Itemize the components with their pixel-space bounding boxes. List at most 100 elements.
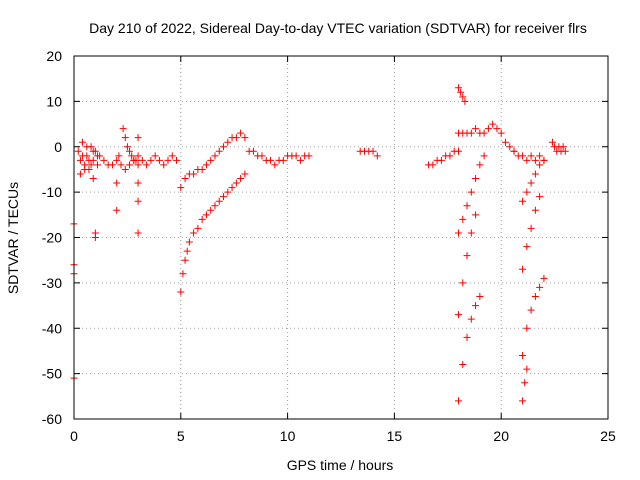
data-point [177,288,185,296]
series-steep-18h-a [454,152,488,237]
data-point [373,152,381,160]
data-point [132,156,140,164]
series-arc-2.3h [119,125,142,169]
series-high-18h [454,84,469,105]
data-point [523,243,531,251]
data-point [241,134,249,142]
x-tick-label: 25 [600,428,616,444]
data-point [232,134,240,142]
data-point [519,265,527,273]
data-point [108,161,116,169]
data-point [198,165,206,173]
data-point [76,156,84,164]
data-point [510,147,518,155]
x-tick-label: 15 [387,428,403,444]
x-tick-label: 5 [177,428,185,444]
data-point [91,234,99,241]
data-point [220,193,228,201]
data-point [561,147,569,155]
data-point [113,206,121,214]
data-point [220,143,228,151]
series-arc-17h [425,147,462,169]
data-point [480,129,488,137]
data-point [126,161,134,169]
data-point [467,315,475,323]
data-point [237,175,245,183]
data-point [527,152,535,160]
data-point [76,170,84,178]
data-point [190,170,198,178]
data-point [123,143,131,151]
data-point [179,270,187,278]
data-point [198,215,206,223]
data-point [429,161,437,169]
data-point [113,179,121,187]
data-point [183,247,191,255]
series-blob-14h [356,147,381,160]
data-point [119,125,127,133]
y-tick-label: -60 [42,411,62,427]
data-point [454,147,462,155]
data-point [463,252,471,260]
series-cluster-22.5h [548,138,569,155]
data-point [134,229,142,237]
series-steep-18h-c [454,292,484,405]
data-point [194,224,202,232]
data-point [121,165,129,173]
data-point [181,256,189,264]
data-point [454,84,462,92]
data-point [467,229,475,237]
data-point [155,156,163,164]
data-point [519,397,527,405]
data-point [548,138,556,146]
data-point [531,156,539,164]
series-cluster-early-b [100,152,181,173]
data-point [134,197,142,205]
data-point [501,138,509,146]
data-point [459,279,467,287]
series-steep-5h [177,170,249,296]
data-point [476,161,484,169]
data-point [527,306,535,314]
data-point [540,156,548,164]
data-point [467,129,475,137]
data-point [527,179,535,187]
y-tick-labels: -60 -50 -40 -30 -20 -10 0 10 20 [42,48,62,427]
data-point [207,206,215,214]
series-steep-21h-a [519,156,548,205]
chart-title: Day 210 of 2022, Sidereal Day-to-day VTE… [89,20,587,36]
data-point [138,156,146,164]
data-point [437,156,445,164]
data-point [559,143,567,151]
data-point [147,156,155,164]
data-point [241,170,249,178]
data-point [100,156,108,164]
data-point [211,202,219,210]
data-point [472,302,480,310]
data-point [463,333,471,341]
series-arc-18-20h [454,120,518,155]
data-point [457,88,465,96]
data-point [536,161,544,169]
data-point [531,170,539,178]
data-point [151,152,159,160]
data-point [521,379,529,387]
data-point [143,161,151,169]
data-point [523,156,531,164]
data-point [134,134,142,142]
data-point [369,147,377,155]
y-tick-label: -20 [42,230,62,246]
data-points [70,84,569,405]
y-tick-label: 0 [54,139,62,155]
axis-ticks [73,55,609,420]
series-band-8-11h [245,147,313,169]
data-point [93,161,101,169]
data-point [121,134,129,142]
data-point [232,179,240,187]
data-point [228,184,236,192]
x-tick-label: 10 [280,428,296,444]
data-point [224,138,232,146]
data-point [531,206,539,214]
data-point [461,97,469,105]
grid-lines [74,56,608,419]
